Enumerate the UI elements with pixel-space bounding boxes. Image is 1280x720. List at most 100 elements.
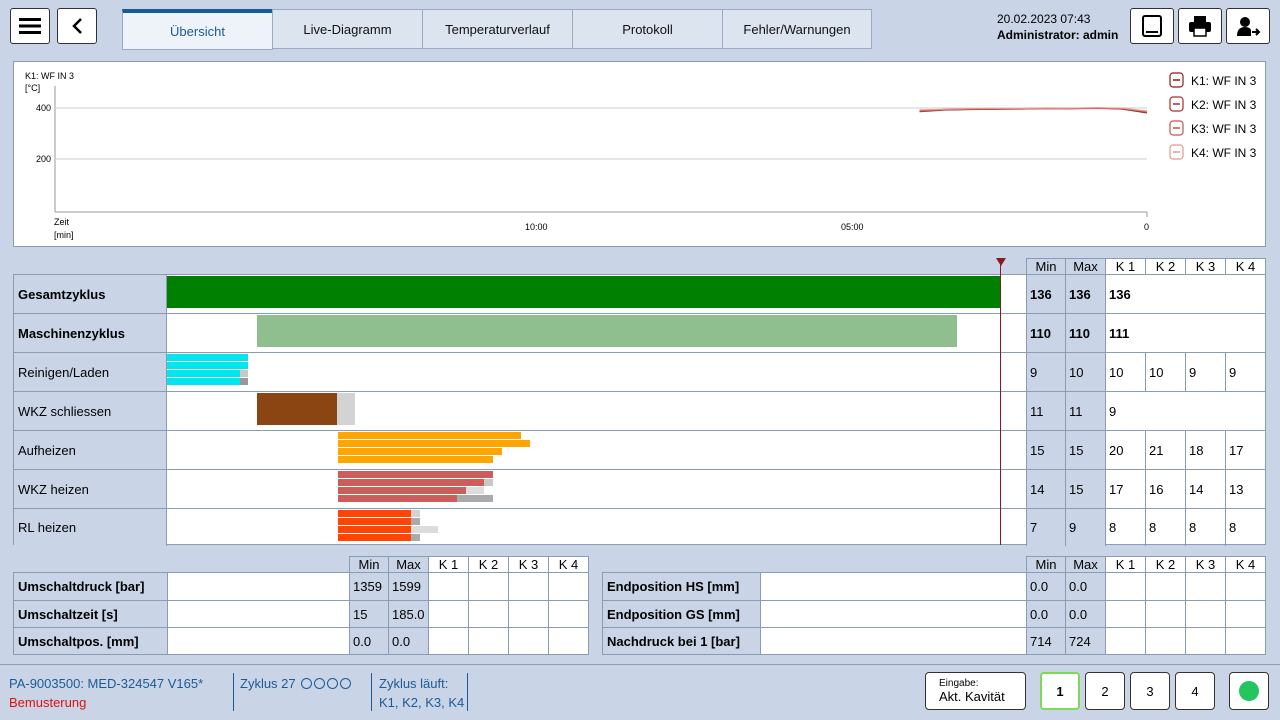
status-button[interactable] [1229,672,1269,710]
print-button[interactable] [1178,8,1222,44]
input-mode-value: Akt. Kavität [939,689,1005,704]
tab-temperaturverlauf[interactable]: Temperaturverlauf [422,9,573,49]
cell-k3: 14 [1185,470,1226,508]
legend-label-k1: K1: WF IN 3 [1191,74,1257,88]
cell-k4 [548,601,589,627]
cell-max: 0.0 [1065,601,1106,627]
bar-k2-gap [411,518,420,525]
bar-wkz-schliessen-gap [337,393,355,425]
chart-svg: K1: WF IN 3 [°C] 400 200 Zeit [min] 10:0… [25,71,1257,240]
cell-k3 [508,628,549,654]
cell-max: 136 [1065,275,1106,313]
cell-min: 1359 [349,573,389,600]
chart-y-unit: [°C] [25,83,40,93]
cell-k2 [1145,628,1186,654]
legend-item-k1[interactable]: K1: WF IN 3 [1169,72,1257,88]
bar-k1-gap [411,510,420,517]
cell-min: 7 [1026,509,1066,546]
menu-button[interactable] [10,8,50,44]
tab-fehler-warnungen[interactable]: Fehler/Warnungen [722,9,872,49]
cell-k1: 10 [1105,353,1146,391]
legend-item-k3[interactable]: K3: WF IN 3 [1169,120,1257,136]
row-label: Umschaltzeit [s] [14,601,168,627]
input-mode-button[interactable]: Eingabe: Akt. Kavität [925,672,1026,710]
cell-min: 136 [1026,275,1066,313]
switch-hdr-k3: K 3 [508,556,549,573]
cell-min: 15 [349,601,389,627]
bar-k4-gap [240,378,248,385]
cell-k1: 8 [1105,509,1146,546]
row-label: Maschinenzyklus [14,314,167,352]
row-label: Endposition HS [mm] [603,573,761,600]
cell-k4: 8 [1225,509,1267,546]
cell-min: 0.0 [1026,601,1066,627]
switch-table: Umschaltdruck [bar] 1359 1599 Umschaltze… [13,572,589,655]
cell-k1 [1105,628,1146,654]
pos-row-hs: Endposition HS [mm] 0.0 0.0 [603,573,1265,600]
time-marker-handle[interactable] [996,258,1006,266]
cell-k2: 21 [1145,431,1186,469]
gantt-hdr-min: Min [1026,258,1066,275]
cell-k2 [468,601,509,627]
position-table: Endposition HS [mm] 0.0 0.0 Endposition … [602,572,1266,655]
legend-item-k2[interactable]: K2: WF IN 3 [1169,96,1257,112]
pos-row-gs: Endposition GS [mm] 0.0 0.0 [603,600,1265,627]
row-label: Nachdruck bei 1 [bar] [603,628,761,654]
cycle-circle-k1 [301,678,313,689]
cell-max: 0.0 [1065,573,1106,600]
cavity-button-4[interactable]: 4 [1175,672,1215,710]
x-axis-label: Zeit [54,217,70,227]
bar-k3-gap [466,487,484,494]
bar-k4 [338,534,411,541]
bar-k4-gap [411,534,420,541]
input-mode-label: Eingabe: [939,678,979,689]
cell-min: 11 [1026,392,1066,430]
bar-k4 [338,456,493,463]
cycle-indicator: Zyklus 27 [240,676,352,691]
bar-k3 [338,526,411,533]
bar-maschinenzyklus [257,315,957,347]
cell-k2: 10 [1145,353,1186,391]
back-button[interactable] [57,8,97,44]
switch-row-zeit: Umschaltzeit [s] 15 185.0 [14,600,588,627]
chart-series-label: K1: WF IN 3 [25,71,74,81]
legend-item-k4[interactable]: K4: WF IN 3 [1169,144,1257,160]
cell-max: 10 [1065,353,1106,391]
bar-k3-gap [411,526,438,533]
tab-live-diagramm[interactable]: Live-Diagramm [272,9,423,49]
cell-k2 [468,628,509,654]
cell-k3 [508,601,549,627]
cavity-button-1[interactable]: 1 [1040,672,1080,710]
bar-k3 [167,370,240,377]
gantt-row-maschinenzyklus: Maschinenzyklus 110 110 111 [14,313,1265,352]
cell-k1 [1105,573,1146,600]
gantt-hdr-max: Max [1065,258,1106,275]
cell-k1 [1105,601,1146,627]
cell-k3: 8 [1185,509,1226,546]
tab-protokoll[interactable]: Protokoll [572,9,723,49]
legend-label-k3: K3: WF IN 3 [1191,122,1257,136]
cell-k3 [508,573,549,600]
cell-min: 714 [1026,628,1066,654]
footer-separator [467,673,468,711]
switch-hdr-k4: K 4 [548,556,589,573]
cell-max: 1599 [388,573,429,600]
gantt-hdr-k1: K 1 [1105,258,1146,275]
cell-k4: 9 [1225,353,1267,391]
cycle-circle-k2 [314,678,326,689]
tab-uebersicht[interactable]: Übersicht [122,9,273,50]
chart-lines [919,107,1148,114]
cell-k4 [548,628,589,654]
cell-max: 9 [1065,509,1106,546]
cavity-button-3[interactable]: 3 [1130,672,1170,710]
bar-k2-gap [484,479,493,486]
gantt-hdr-k4: K 4 [1225,258,1266,275]
logout-button[interactable] [1226,8,1270,44]
pos-hdr-k4: K 4 [1225,556,1266,573]
bar-k4 [338,495,457,502]
cell-min: 110 [1026,314,1066,352]
y-tick-400: 400 [36,103,51,113]
tablet-button[interactable] [1130,8,1174,44]
footer-separator [233,673,234,711]
cavity-button-2[interactable]: 2 [1085,672,1125,710]
